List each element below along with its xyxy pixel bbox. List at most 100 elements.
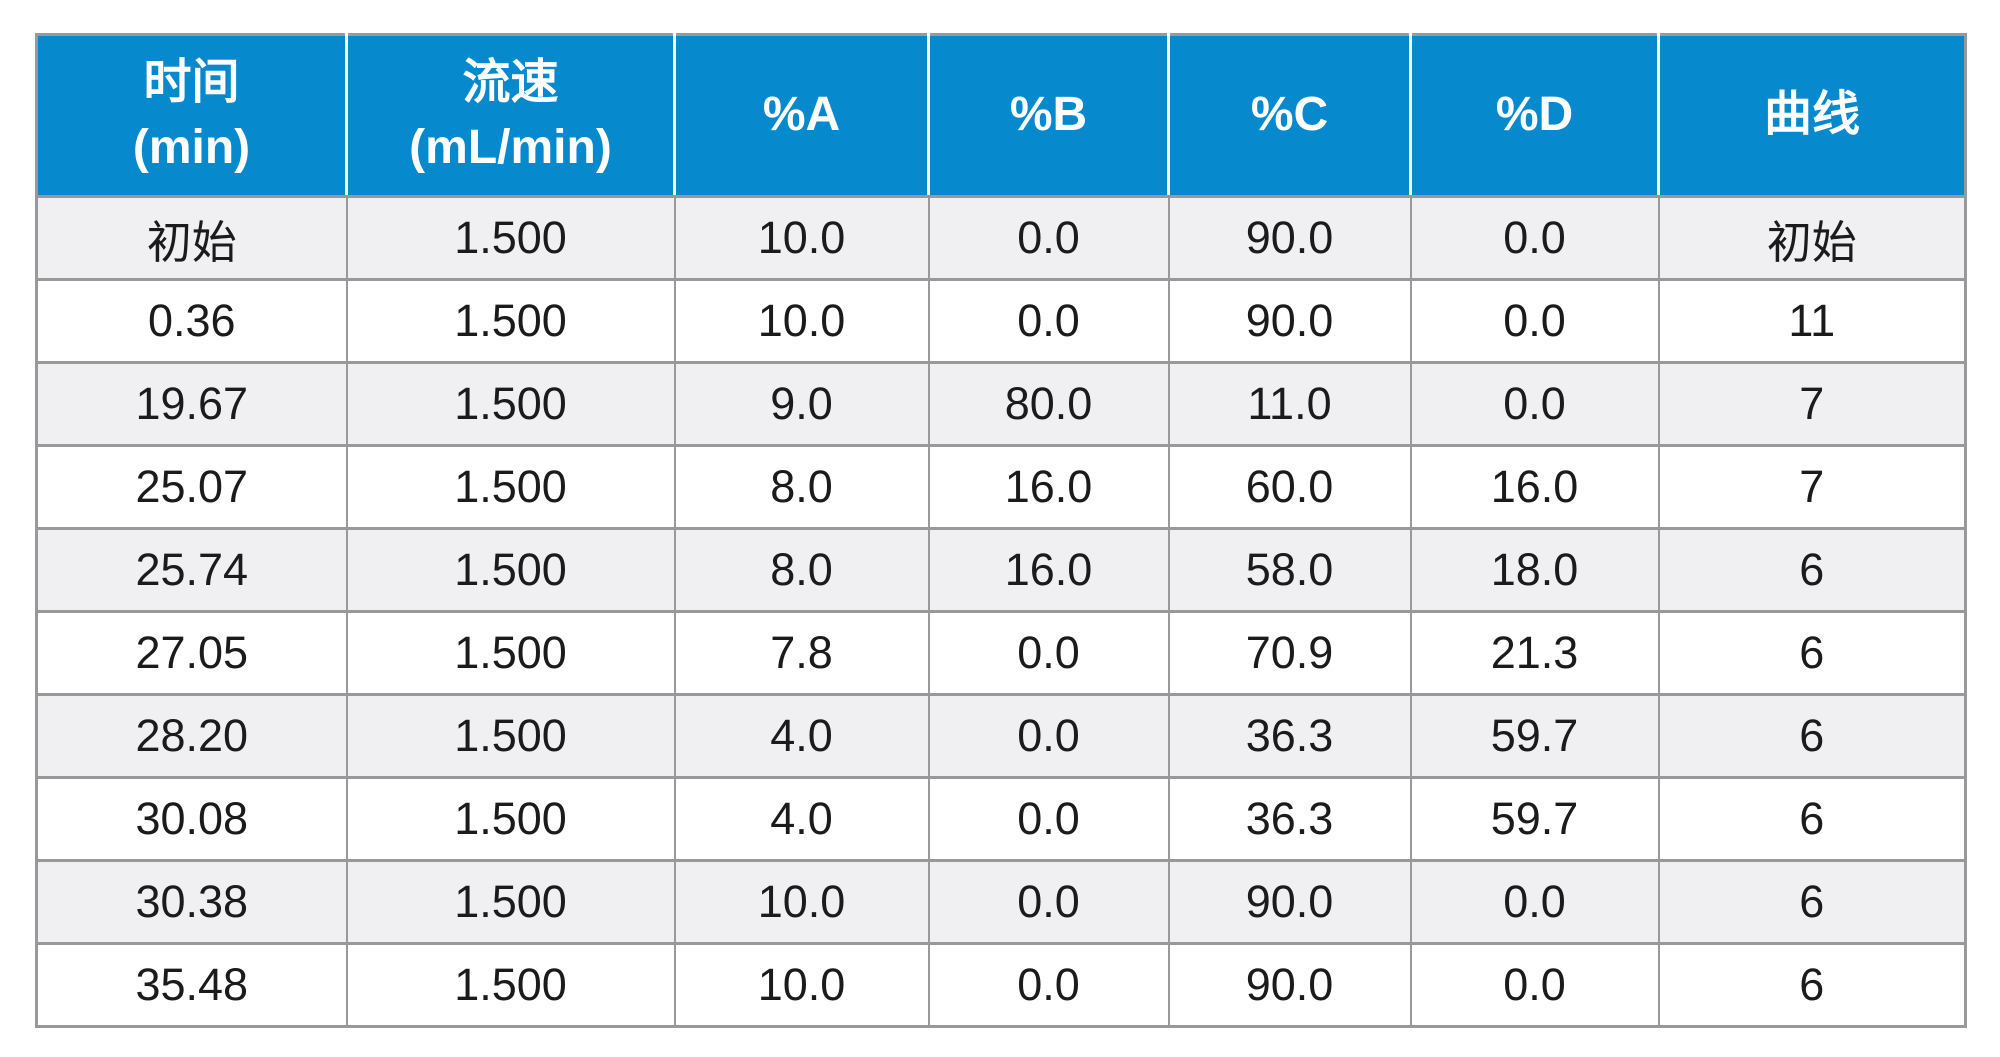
cell-percent-a: 4.0 [673, 776, 930, 862]
table-row: 0.36 1.500 10.0 0.0 90.0 0.0 11 [35, 278, 1967, 364]
cell-time: 19.67 [35, 361, 348, 447]
cell-flow-rate: 1.500 [345, 942, 676, 1028]
col-header-flow-rate: 流速 (mL/min) [345, 34, 675, 198]
cell-percent-c: 90.0 [1167, 942, 1412, 1028]
cell-percent-a: 10.0 [673, 195, 930, 281]
cell-flow-rate: 1.500 [345, 693, 676, 779]
cell-percent-d: 59.7 [1409, 693, 1660, 779]
cell-percent-b: 0.0 [927, 942, 1170, 1028]
cell-curve: 6 [1657, 610, 1967, 696]
col-header-time: 时间 (min) [36, 34, 347, 198]
cell-percent-a: 10.0 [673, 278, 930, 364]
table-row: 初始 1.500 10.0 0.0 90.0 0.0 初始 [35, 195, 1967, 281]
cell-percent-d: 59.7 [1409, 776, 1660, 862]
cell-time: 28.20 [35, 693, 348, 779]
cell-percent-a: 4.0 [673, 693, 930, 779]
cell-curve: 初始 [1657, 195, 1967, 281]
cell-percent-c: 70.9 [1167, 610, 1412, 696]
cell-percent-b: 16.0 [927, 527, 1170, 613]
cell-percent-d: 0.0 [1409, 942, 1660, 1028]
cell-percent-d: 21.3 [1409, 610, 1660, 696]
table-row: 30.08 1.500 4.0 0.0 36.3 59.7 6 [35, 776, 1967, 862]
col-header-time-line: (min) [132, 120, 251, 174]
cell-flow-rate: 1.500 [345, 610, 676, 696]
cell-curve: 7 [1657, 361, 1967, 447]
col-header-percent-c: %C [1167, 34, 1411, 198]
cell-time: 25.74 [35, 527, 348, 613]
cell-percent-c: 11.0 [1167, 361, 1412, 447]
table-row: 27.05 1.500 7.8 0.0 70.9 21.3 6 [35, 610, 1967, 696]
cell-curve: 6 [1657, 859, 1967, 945]
cell-time: 0.36 [35, 278, 348, 364]
cell-time: 初始 [35, 195, 348, 281]
cell-percent-d: 0.0 [1409, 859, 1660, 945]
cell-percent-c: 60.0 [1167, 444, 1412, 530]
cell-flow-rate: 1.500 [345, 444, 676, 530]
col-header-flow-rate-line: (mL/min) [409, 120, 612, 174]
table-row: 25.74 1.500 8.0 16.0 58.0 18.0 6 [35, 527, 1967, 613]
cell-percent-b: 80.0 [927, 361, 1170, 447]
cell-time: 27.05 [35, 610, 348, 696]
cell-percent-b: 0.0 [927, 859, 1170, 945]
cell-flow-rate: 1.500 [345, 859, 676, 945]
col-header-percent-a-line: %A [762, 88, 841, 142]
col-header-percent-b: %B [927, 34, 1169, 198]
cell-percent-b: 0.0 [927, 776, 1170, 862]
cell-percent-d: 0.0 [1409, 361, 1660, 447]
cell-curve: 7 [1657, 444, 1967, 530]
cell-percent-b: 16.0 [927, 444, 1170, 530]
header-row: 时间 (min) 流速 (mL/min) %A %B %C %D 曲线 [36, 34, 1966, 198]
col-header-curve-line: 曲线 [1763, 88, 1860, 142]
cell-percent-b: 0.0 [927, 693, 1170, 779]
table-row: 25.07 1.500 8.0 16.0 60.0 16.0 7 [35, 444, 1967, 530]
col-header-percent-b-line: %B [1009, 88, 1088, 142]
cell-percent-d: 16.0 [1409, 444, 1660, 530]
cell-percent-a: 8.0 [673, 444, 930, 530]
cell-percent-d: 0.0 [1409, 278, 1660, 364]
col-header-flow-rate-line: 流速 [462, 55, 559, 109]
col-header-percent-c-line: %C [1250, 88, 1329, 142]
cell-flow-rate: 1.500 [345, 776, 676, 862]
cell-flow-rate: 1.500 [345, 361, 676, 447]
cell-percent-c: 90.0 [1167, 859, 1412, 945]
cell-percent-a: 10.0 [673, 859, 930, 945]
cell-percent-a: 9.0 [673, 361, 930, 447]
cell-curve: 6 [1657, 527, 1967, 613]
col-header-percent-a: %A [673, 34, 929, 198]
table-row: 30.38 1.500 10.0 0.0 90.0 0.0 6 [35, 859, 1967, 945]
cell-percent-c: 58.0 [1167, 527, 1412, 613]
cell-curve: 6 [1657, 693, 1967, 779]
cell-percent-c: 36.3 [1167, 776, 1412, 862]
cell-percent-d: 0.0 [1409, 195, 1660, 281]
col-header-percent-d-line: %D [1495, 88, 1574, 142]
table-header: 时间 (min) 流速 (mL/min) %A %B %C %D 曲线 [36, 34, 1966, 198]
cell-time: 30.08 [35, 776, 348, 862]
cell-flow-rate: 1.500 [345, 527, 676, 613]
gradient-table: 时间 (min) 流速 (mL/min) %A %B %C %D 曲线 初始 1.500 10.0 0… [35, 33, 1967, 1028]
cell-percent-c: 90.0 [1167, 195, 1412, 281]
cell-curve: 6 [1657, 776, 1967, 862]
cell-percent-c: 90.0 [1167, 278, 1412, 364]
cell-percent-a: 8.0 [673, 527, 930, 613]
cell-flow-rate: 1.500 [345, 195, 676, 281]
col-header-curve: 曲线 [1657, 34, 1966, 198]
table-row: 35.48 1.500 10.0 0.0 90.0 0.0 6 [35, 942, 1967, 1028]
cell-time: 35.48 [35, 942, 348, 1028]
cell-time: 25.07 [35, 444, 348, 530]
table-row: 19.67 1.500 9.0 80.0 11.0 0.0 7 [35, 361, 1967, 447]
cell-percent-b: 0.0 [927, 278, 1170, 364]
cell-percent-b: 0.0 [927, 610, 1170, 696]
cell-percent-b: 0.0 [927, 195, 1170, 281]
cell-curve: 6 [1657, 942, 1967, 1028]
col-header-percent-d: %D [1409, 34, 1659, 198]
cell-percent-a: 7.8 [673, 610, 930, 696]
table-body: 初始 1.500 10.0 0.0 90.0 0.0 初始 0.36 1.500 10.0 0.0 9… [35, 195, 1967, 1028]
cell-percent-d: 18.0 [1409, 527, 1660, 613]
cell-percent-a: 10.0 [673, 942, 930, 1028]
cell-flow-rate: 1.500 [345, 278, 676, 364]
cell-time: 30.38 [35, 859, 348, 945]
col-header-time-line: 时间 [143, 55, 240, 109]
table-row: 28.20 1.500 4.0 0.0 36.3 59.7 6 [35, 693, 1967, 779]
cell-curve: 11 [1657, 278, 1967, 364]
